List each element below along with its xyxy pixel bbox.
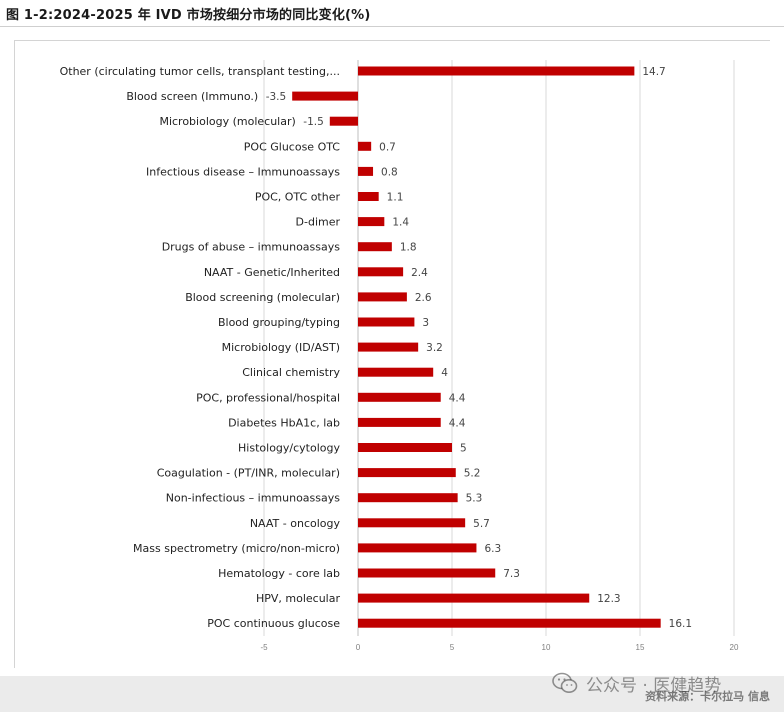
value-label: 4.4 (449, 392, 466, 404)
value-labels: 14.7 -3.5 -1.5 0.7 0.8 1.1 1.4 1.8 2.4 2.6 3 3.2 4 4.… (266, 66, 692, 630)
bar (358, 518, 466, 528)
value-label: 0.8 (381, 166, 398, 178)
category-label: Diabetes HbA1c, lab (228, 416, 340, 429)
value-label: 16.1 (669, 618, 692, 630)
bar (358, 166, 374, 176)
category-label: POC continuous glucose (207, 617, 340, 630)
category-label: Mass spectrometry (micro/non-micro) (133, 542, 340, 555)
value-label: 4.4 (449, 417, 466, 429)
bar (358, 242, 392, 252)
bar (358, 618, 661, 628)
category-label: Microbiology (molecular) (159, 115, 295, 128)
category-label: Drugs of abuse – immunoassays (162, 241, 341, 254)
bar (358, 493, 458, 503)
category-label: POC, OTC other (255, 191, 341, 204)
category-label: POC Glucose OTC (244, 140, 341, 153)
bar (358, 367, 434, 377)
category-label: D-dimer (296, 216, 341, 229)
bar (358, 568, 496, 578)
bar (358, 141, 372, 151)
value-label: 5.7 (473, 518, 490, 530)
category-label: POC, professional/hospital (196, 391, 340, 404)
figure-title: 图 1-2:2024-2025 年 IVD 市场按细分市场的同比变化(%) (6, 8, 371, 23)
bar (358, 443, 452, 452)
x-tick-label: 15 (636, 643, 645, 652)
value-label: 2.4 (411, 267, 428, 279)
value-label: 5.3 (466, 493, 483, 505)
x-tick-label: 20 (730, 643, 739, 652)
x-tick-label: 10 (542, 643, 551, 652)
value-label: 1.4 (392, 217, 409, 229)
category-labels: Other (circulating tumor cells, transpla… (60, 65, 341, 630)
bar (358, 417, 441, 427)
category-label: Microbiology (ID/AST) (222, 341, 340, 354)
category-label: Blood screen (Immuno.) (126, 90, 258, 103)
category-label: Other (circulating tumor cells, transpla… (60, 65, 340, 78)
category-label: NAAT - Genetic/Inherited (204, 266, 340, 279)
category-label: NAAT - oncology (250, 517, 341, 530)
chart-frame (14, 40, 770, 668)
value-label: -1.5 (303, 116, 324, 128)
value-label: 1.8 (400, 242, 417, 254)
bar (358, 593, 590, 603)
x-axis-ticks: -5 0 5 10 15 20 (260, 643, 739, 652)
value-label: 1.1 (387, 192, 404, 204)
source-note: 资料来源：卡尔拉马 信息 (645, 690, 770, 703)
category-label: HPV, molecular (256, 592, 341, 605)
bar (358, 342, 419, 352)
category-label: Coagulation - (PT/INR, molecular) (157, 467, 340, 480)
value-label: 0.7 (379, 141, 396, 153)
bar (358, 66, 635, 76)
watermark-text: 公众号 · 医健趋势 (586, 675, 722, 696)
category-label: Hematology - core lab (218, 567, 340, 580)
bar (358, 468, 456, 478)
bar (358, 392, 441, 402)
category-label: Infectious disease – Immunoassays (146, 165, 340, 178)
bar (358, 217, 385, 227)
x-tick-label: -5 (260, 643, 268, 652)
value-label: 5.2 (464, 468, 481, 480)
value-label: 14.7 (642, 66, 665, 78)
category-label: Blood grouping/typing (218, 316, 340, 329)
value-label: -3.5 (266, 91, 287, 103)
bar (329, 116, 358, 126)
bar (358, 192, 379, 201)
category-label: Histology/cytology (238, 442, 340, 455)
bar (358, 267, 404, 277)
bar (292, 91, 358, 101)
value-label: 5 (460, 443, 467, 455)
value-label: 6.3 (484, 543, 501, 555)
category-label: Blood screening (molecular) (185, 291, 340, 304)
value-label: 3.2 (426, 342, 443, 354)
bar (358, 292, 407, 302)
value-label: 12.3 (597, 593, 620, 605)
value-label: 4 (441, 367, 448, 379)
value-label: 7.3 (503, 568, 520, 580)
title-divider (0, 26, 784, 27)
x-tick-label: 5 (450, 643, 455, 652)
bars (292, 66, 661, 628)
bar (358, 543, 477, 553)
category-label: Clinical chemistry (242, 366, 340, 379)
value-label: 2.6 (415, 292, 432, 304)
value-label: 3 (422, 317, 429, 329)
category-label: Non-infectious – immunoassays (166, 492, 341, 505)
footer-band (0, 676, 784, 712)
x-tick-label: 0 (356, 643, 361, 652)
wechat-icon (552, 672, 578, 693)
bar (358, 317, 415, 327)
watermark: 公众号 · 医健趋势 (552, 668, 721, 698)
